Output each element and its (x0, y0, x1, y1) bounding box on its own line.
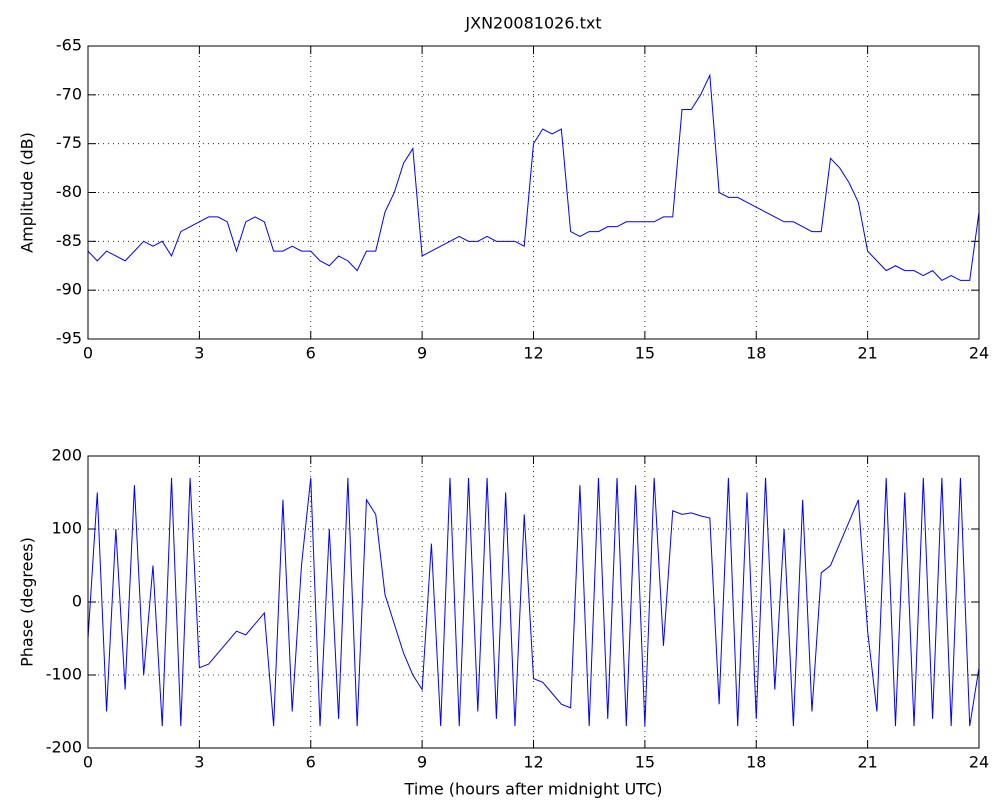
data-line (87, 477, 980, 727)
data-line (87, 73, 980, 282)
x-tick-label: 9 (417, 753, 427, 772)
x-tick-label: 21 (857, 753, 877, 772)
x-tick-label: 24 (969, 344, 989, 363)
x-tick-label: 3 (194, 344, 204, 363)
x-tick-label: 12 (523, 344, 543, 363)
y-axis-label: Amplitude (dB) (18, 132, 37, 253)
x-tick-label: 24 (969, 753, 989, 772)
x-tick-label: 12 (523, 753, 543, 772)
chart-title: JXN20081026.txt (464, 14, 601, 33)
x-tick-label: 21 (857, 344, 877, 363)
x-tick-label: 0 (83, 344, 93, 363)
x-tick-label: 3 (194, 753, 204, 772)
y-axis-label: Phase (degrees) (18, 537, 37, 667)
y-tick-label: -80 (56, 182, 82, 201)
y-tick-label: -95 (56, 329, 82, 348)
y-tick-label: -75 (56, 133, 82, 152)
y-tick-label: -100 (46, 665, 82, 684)
x-tick-label: 6 (306, 753, 316, 772)
y-tick-label: 0 (72, 592, 82, 611)
x-tick-label: 0 (83, 753, 93, 772)
y-tick-label: 200 (51, 446, 82, 465)
x-tick-label: 9 (417, 344, 427, 363)
x-tick-label: 15 (635, 344, 655, 363)
axes-frame (87, 455, 980, 749)
x-axis-label: Time (hours after midnight UTC) (404, 780, 663, 799)
y-tick-label: -200 (46, 738, 82, 757)
x-tick-label: 6 (306, 344, 316, 363)
axes-frame (87, 45, 980, 340)
x-tick-label: 15 (635, 753, 655, 772)
y-tick-label: -85 (56, 231, 82, 250)
x-tick-label: 18 (746, 344, 766, 363)
y-tick-label: -70 (56, 84, 82, 103)
y-tick-label: 100 (51, 519, 82, 538)
y-tick-label: -65 (56, 36, 82, 55)
x-tick-label: 18 (746, 753, 766, 772)
y-tick-label: -90 (56, 280, 82, 299)
